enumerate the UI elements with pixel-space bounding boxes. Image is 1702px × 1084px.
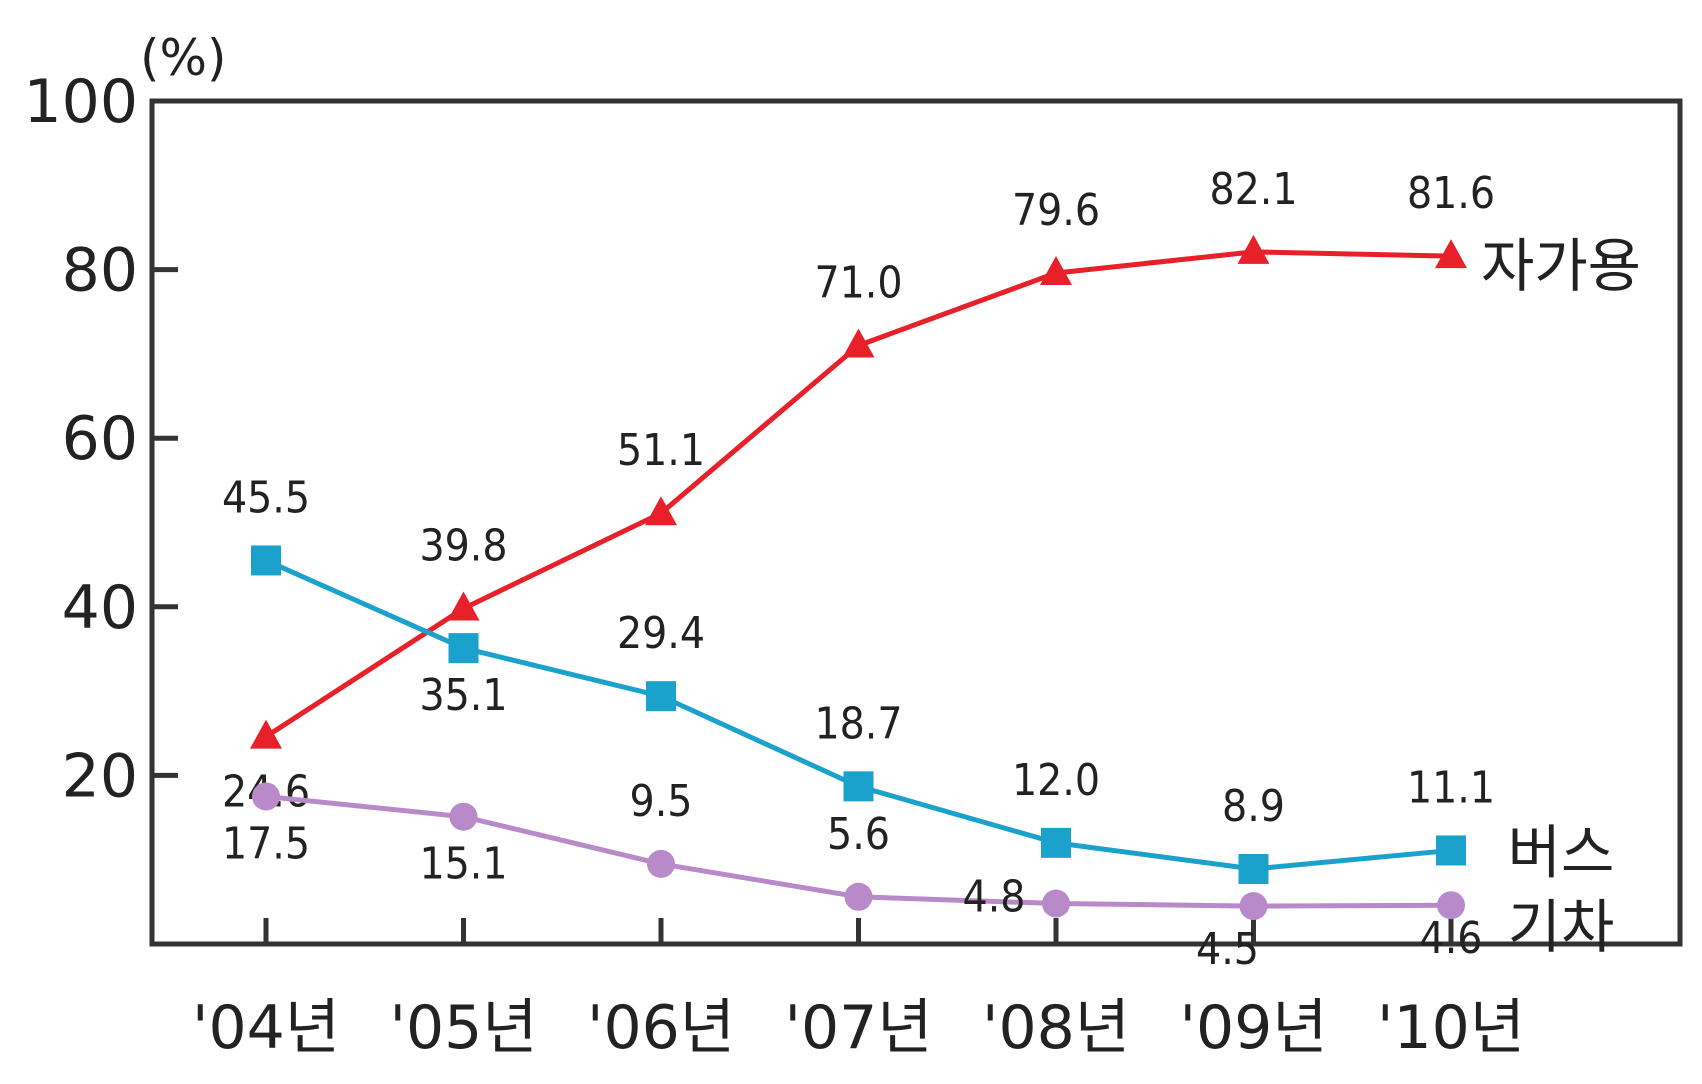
- data-label-2-3: 5.6: [827, 809, 890, 860]
- point-2-6: [1437, 891, 1465, 920]
- data-label-2-0: 17.5: [222, 818, 310, 869]
- point-1-3: [843, 771, 874, 802]
- data-label-1-0: 45.5: [222, 472, 310, 523]
- data-label-2-1: 15.1: [419, 839, 507, 890]
- series-line-0: [264, 249, 1452, 739]
- plot-frame: [149, 98, 1683, 947]
- data-label-1-3: 18.7: [814, 698, 902, 749]
- x-tick-label-1: '05년: [389, 993, 537, 1063]
- data-label-2-4: 4.8: [963, 872, 1026, 923]
- data-label-2-2: 9.5: [630, 776, 693, 827]
- data-label-1-6: 11.1: [1407, 762, 1495, 813]
- point-0-4: [1040, 255, 1072, 285]
- point-1-5: [1238, 853, 1269, 884]
- series-layer: 24.639.851.171.079.682.181.6자가용45.535.12…: [222, 164, 1641, 975]
- y-unit-label: (%): [140, 29, 227, 87]
- data-label-1-2: 29.4: [617, 608, 705, 659]
- point-0-5: [1237, 234, 1270, 264]
- point-0-1: [447, 591, 480, 621]
- data-label-0-6: 81.6: [1407, 168, 1495, 219]
- x-tick-label-2: '06년: [587, 993, 735, 1063]
- data-label-2-6: 4.6: [1420, 913, 1483, 964]
- point-0-3: [842, 328, 875, 358]
- y-tick-label-100: 100: [23, 67, 138, 137]
- point-2-1: [449, 802, 478, 831]
- data-label-1-4: 12.0: [1012, 755, 1100, 806]
- x-tick-label-0: '04년: [192, 993, 340, 1063]
- point-2-2: [647, 849, 675, 878]
- point-0-6: [1435, 239, 1467, 269]
- y-tick-label-40: 40: [62, 573, 138, 643]
- point-2-4: [1042, 889, 1070, 918]
- data-label-1-5: 8.9: [1222, 781, 1285, 832]
- data-label-0-2: 51.1: [617, 425, 705, 476]
- data-label-1-1: 35.1: [419, 670, 507, 721]
- series-name-1: 버스: [1508, 818, 1615, 886]
- y-axis: 20 40 60 80 100: [23, 67, 178, 811]
- data-label-0-3: 71.0: [814, 257, 902, 308]
- point-2-0: [252, 782, 280, 811]
- series-1: 45.5 35.1 29.4 18.7 12.0 8.9 11.1 버스: [222, 472, 1614, 886]
- data-label-0-4: 79.6: [1012, 185, 1100, 236]
- x-tick-label-4: '08년: [982, 993, 1130, 1063]
- point-0-2: [645, 496, 677, 526]
- y-tick-label-80: 80: [62, 236, 138, 306]
- point-1-6: [1436, 835, 1466, 866]
- point-1-1: [448, 633, 479, 664]
- point-1-0: [251, 545, 281, 576]
- x-tick-label-5: '09년: [1179, 993, 1327, 1063]
- y-tick-label-60: 60: [62, 404, 138, 474]
- point-2-3: [844, 882, 873, 911]
- point-1-4: [1041, 827, 1071, 858]
- x-tick-label-3: '07년: [784, 993, 932, 1063]
- series-name-0: 자가용: [1481, 232, 1641, 300]
- series-name-2: 기차: [1508, 893, 1615, 961]
- data-label-0-1: 39.8: [419, 520, 507, 571]
- data-label-0-5: 82.1: [1209, 164, 1297, 215]
- point-1-2: [646, 681, 676, 712]
- x-tick-label-6: '10년: [1377, 993, 1525, 1063]
- data-label-2-5: 4.5: [1196, 924, 1259, 975]
- series-2: 17.5 15.1 9.5 5.6 4.8 4.5 4.6 기차: [222, 776, 1614, 975]
- point-0-0: [250, 719, 282, 749]
- x-axis: '04년 '05년 '06년 '07년 '08년 '09년 '10년: [192, 918, 1525, 1063]
- point-2-5: [1239, 892, 1268, 921]
- y-tick-label-20: 20: [62, 741, 138, 811]
